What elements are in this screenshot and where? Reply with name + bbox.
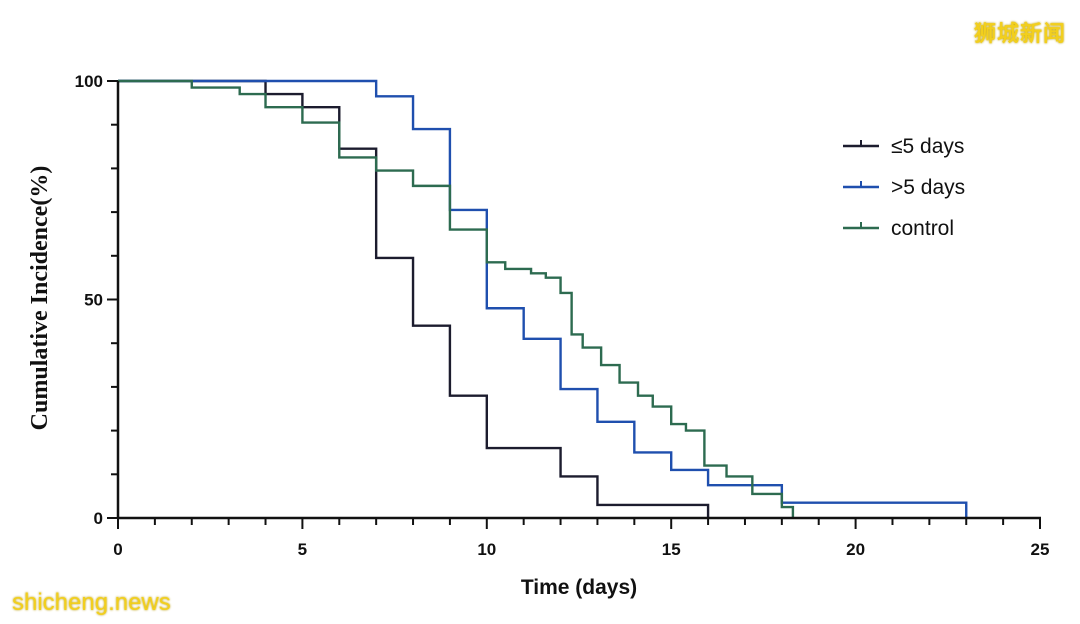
x-axis-title: Time (days) <box>521 576 637 599</box>
x-tick-label: 5 <box>298 540 307 559</box>
y-tick-label: 100 <box>75 72 103 91</box>
series-line-1 <box>118 79 968 518</box>
x-tick-label: 20 <box>846 540 865 559</box>
legend-label: >5 days <box>891 176 965 199</box>
legend-label: ≤5 days <box>891 135 964 158</box>
series-layer <box>118 79 968 518</box>
legend: ≤5 days >5 days control <box>843 135 965 240</box>
y-axis-title: Cumulative Incidence(%) <box>27 166 53 431</box>
x-tick-label: 10 <box>477 540 496 559</box>
x-tick-label: 15 <box>662 540 681 559</box>
legend-label: control <box>891 217 954 240</box>
x-tick-label: 25 <box>1031 540 1050 559</box>
y-tick-label: 0 <box>94 509 103 528</box>
watermark-bottom-left: shicheng.news <box>12 589 171 616</box>
axes-layer: 0 5 10 15 20 25 0 50 100 <box>75 72 1050 559</box>
series-line-2 <box>118 79 795 518</box>
y-tick-label: 50 <box>84 291 103 310</box>
x-tick-label: 0 <box>113 540 122 559</box>
series-line-0 <box>118 79 710 518</box>
watermark-top-right: 狮城新闻 <box>973 22 1066 47</box>
